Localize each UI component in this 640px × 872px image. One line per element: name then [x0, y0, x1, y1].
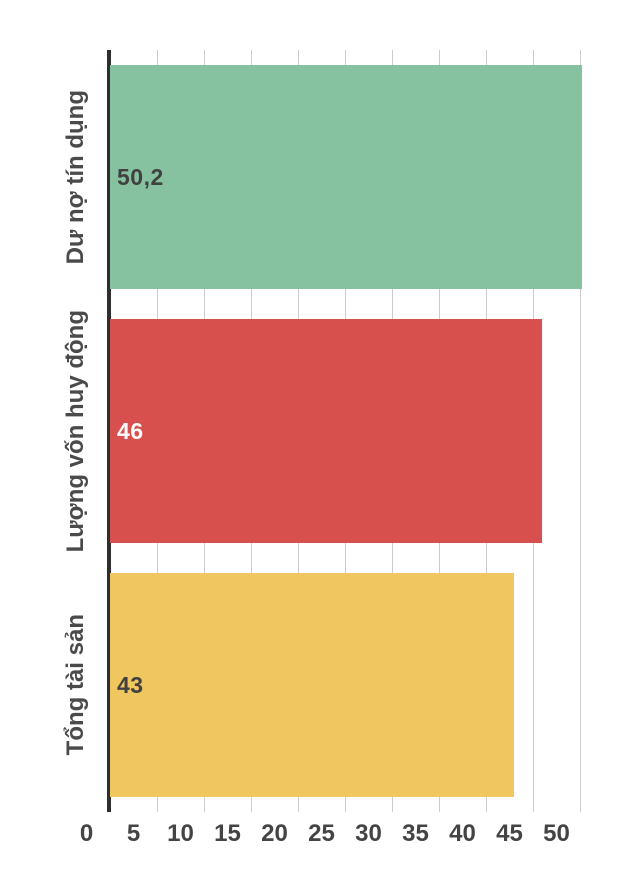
y-axis-line [107, 50, 111, 812]
x-tick-label-45: 45 [496, 820, 523, 847]
x-tick-label-35: 35 [402, 820, 429, 847]
bar-value-label: 43 [117, 671, 144, 698]
bar-0: 50,2 [110, 65, 582, 289]
x-tick-label-5: 5 [126, 820, 141, 847]
plot-area: 50,2 46 43 [107, 50, 640, 812]
category-label-text: Lượng vốn huy động [62, 309, 89, 553]
bar-2: 43 [110, 573, 515, 797]
x-tick-label-0: 0 [79, 820, 94, 847]
x-tick-label-50: 50 [543, 820, 570, 847]
category-label-2: Tổng tài sản [52, 558, 100, 812]
bar-value-label: 50,2 [117, 163, 164, 190]
category-label-1: Lượng vốn huy động [52, 304, 100, 558]
bar-1: 46 [110, 319, 543, 543]
category-label-text: Tổng tài sản [62, 614, 89, 756]
category-label-0: Dư nợ tín dụng [52, 50, 100, 304]
gridline-x-50 [580, 50, 581, 812]
x-tick-label-15: 15 [214, 820, 241, 847]
x-tick-label-40: 40 [449, 820, 476, 847]
x-tick-label-10: 10 [167, 820, 194, 847]
x-tick-label-20: 20 [261, 820, 288, 847]
x-tick-label-25: 25 [308, 820, 335, 847]
x-tick-label-30: 30 [355, 820, 382, 847]
bar-value-label: 46 [117, 417, 144, 444]
category-label-text: Dư nợ tín dụng [62, 89, 89, 265]
